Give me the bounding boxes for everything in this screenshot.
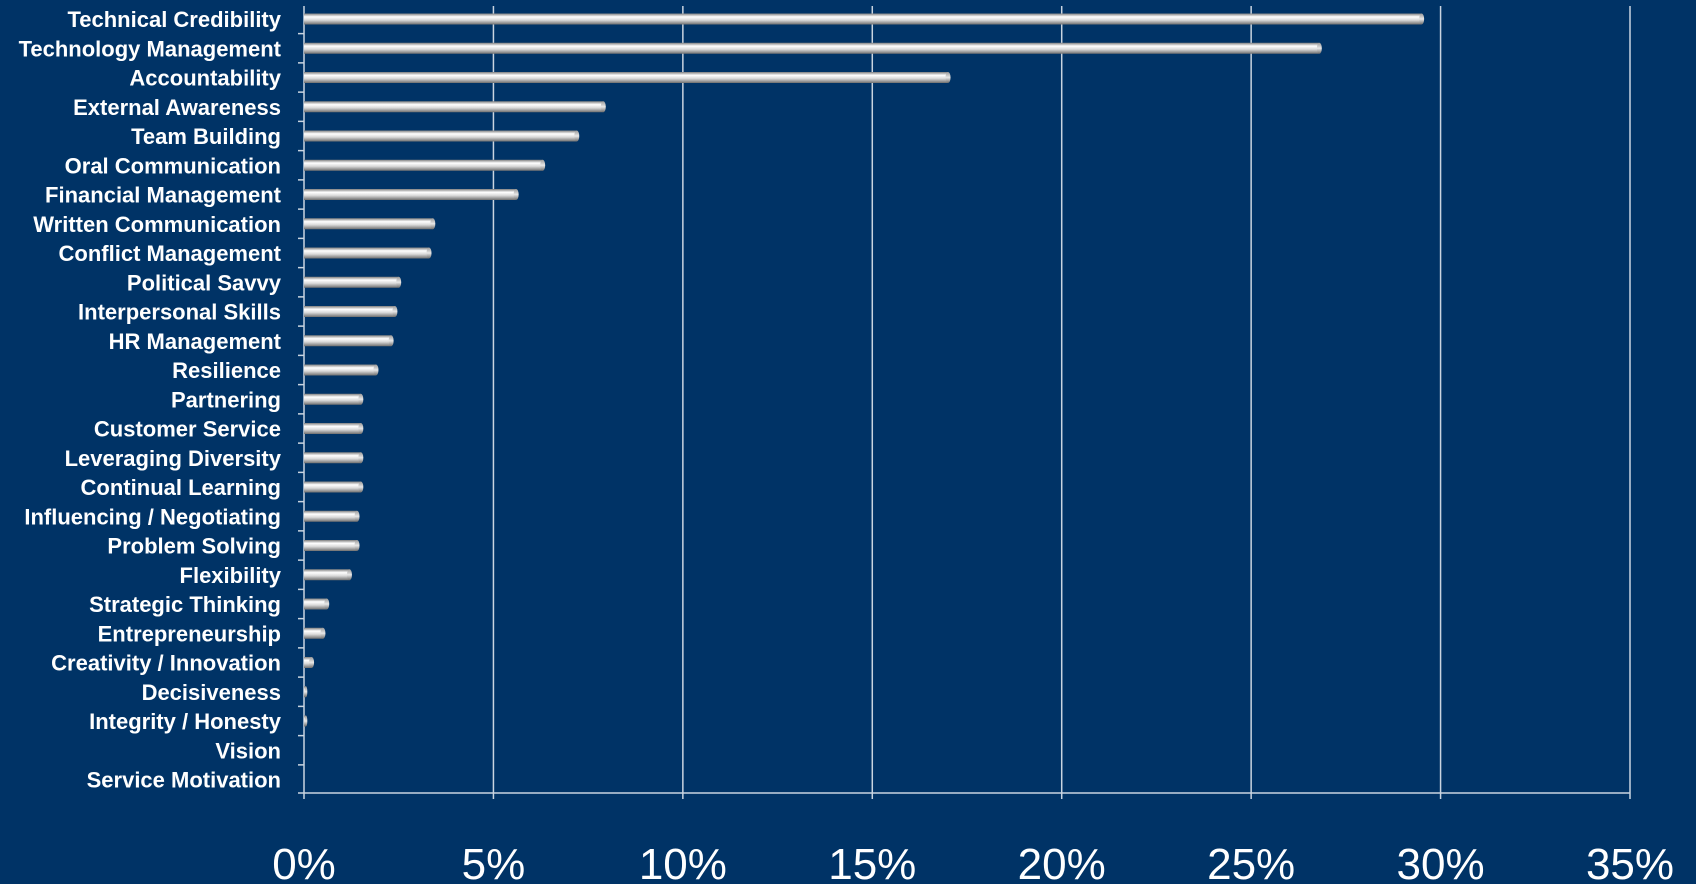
category-label: Oral Communication	[65, 153, 281, 178]
category-label: Influencing / Negotiating	[24, 504, 281, 529]
x-tick-label: 5%	[462, 840, 526, 884]
category-label: Technical Credibility	[67, 7, 281, 32]
bar-cap	[354, 540, 360, 551]
bar-political-savvy	[304, 276, 399, 288]
bar-cap	[1316, 42, 1322, 54]
bar-cap	[430, 218, 436, 230]
bar-cap	[320, 627, 326, 639]
bar-cap	[388, 335, 394, 347]
bar-flexibility	[304, 569, 350, 581]
bar-cap	[358, 393, 364, 405]
bar-external-awareness	[304, 101, 604, 113]
bar-cap	[600, 101, 606, 113]
bar-cap	[373, 364, 379, 376]
category-label: Creativity / Innovation	[51, 651, 281, 676]
x-tick-label: 0%	[272, 840, 336, 884]
bar-cap	[346, 569, 352, 581]
bar-resilience	[304, 364, 376, 376]
bar-interpersonal-skills	[304, 306, 395, 317]
bar-cap	[358, 423, 364, 434]
bar-technology-management	[304, 42, 1320, 54]
bar-cap	[358, 481, 364, 493]
bar-accountability	[304, 72, 949, 83]
category-label: Political Savvy	[127, 270, 282, 295]
bar-customer-service	[304, 423, 361, 434]
category-label: Conflict Management	[59, 241, 282, 266]
bar-cap	[396, 276, 402, 288]
category-label: HR Management	[109, 329, 282, 354]
bar-written-communication	[304, 218, 433, 230]
category-label: Customer Service	[94, 417, 281, 442]
bar-cap	[574, 130, 580, 142]
category-label: Flexibility	[180, 563, 282, 588]
bar-influencing-negotiating	[304, 510, 358, 522]
bar-cap	[540, 159, 546, 171]
category-label: Decisiveness	[142, 680, 281, 705]
bar-cap	[354, 510, 360, 522]
bar-oral-communication	[304, 159, 543, 171]
bar-technical-credibility	[304, 13, 1422, 25]
category-label: Leveraging Diversity	[65, 446, 282, 471]
category-label: Problem Solving	[107, 534, 281, 559]
category-label: Team Building	[131, 124, 281, 149]
bar-partnering	[304, 393, 361, 405]
bar-cap	[392, 306, 398, 317]
bar-entrepreneurship	[304, 627, 323, 639]
category-label: Continual Learning	[81, 475, 281, 500]
category-label: Entrepreneurship	[98, 621, 281, 646]
bar-creativity-innovation	[304, 657, 312, 668]
bar-cap	[1419, 13, 1425, 25]
bar-cap	[358, 452, 364, 464]
x-tick-label: 15%	[828, 840, 916, 884]
category-labels: Technical Credibility Technology Manageme…	[19, 7, 282, 793]
x-tick-label: 25%	[1207, 840, 1295, 884]
axes	[298, 6, 1631, 799]
bar-leveraging-diversity	[304, 452, 361, 464]
bar-cap	[426, 247, 432, 259]
bar-problem-solving	[304, 540, 358, 551]
category-label: Service Motivation	[87, 768, 281, 793]
x-tick-labels: 0% 5% 10% 15% 20% 25% 30% 35%	[272, 840, 1674, 884]
x-tick-label: 30%	[1397, 840, 1485, 884]
category-label: Strategic Thinking	[89, 592, 281, 617]
bar-team-building	[304, 130, 577, 142]
bar-cap	[324, 598, 330, 610]
bar-cap	[304, 715, 308, 727]
x-tick-label: 10%	[639, 840, 727, 884]
bar-financial-management	[304, 189, 517, 200]
gridlines	[492, 6, 1631, 793]
category-label: Interpersonal Skills	[78, 300, 281, 325]
x-tick-label: 35%	[1586, 840, 1674, 884]
category-label: Integrity / Honesty	[89, 709, 282, 734]
category-label: Resilience	[172, 358, 281, 383]
category-label: Accountability	[129, 66, 281, 91]
category-label: Financial Management	[45, 183, 282, 208]
category-label: Technology Management	[19, 36, 282, 61]
category-label: External Awareness	[73, 95, 281, 120]
bars	[304, 13, 1425, 727]
bar-cap	[304, 686, 308, 698]
bar-strategic-thinking	[304, 598, 327, 610]
category-label: Vision	[215, 738, 281, 763]
category-label: Partnering	[171, 387, 281, 412]
bar-conflict-management	[304, 247, 430, 259]
bar-hr-management	[304, 335, 392, 347]
bar-continual-learning	[304, 481, 361, 493]
x-tick-label: 20%	[1018, 840, 1106, 884]
bar-cap	[309, 657, 315, 668]
bar-cap	[945, 72, 951, 83]
category-label: Written Communication	[33, 212, 281, 237]
bar-cap	[513, 189, 519, 200]
